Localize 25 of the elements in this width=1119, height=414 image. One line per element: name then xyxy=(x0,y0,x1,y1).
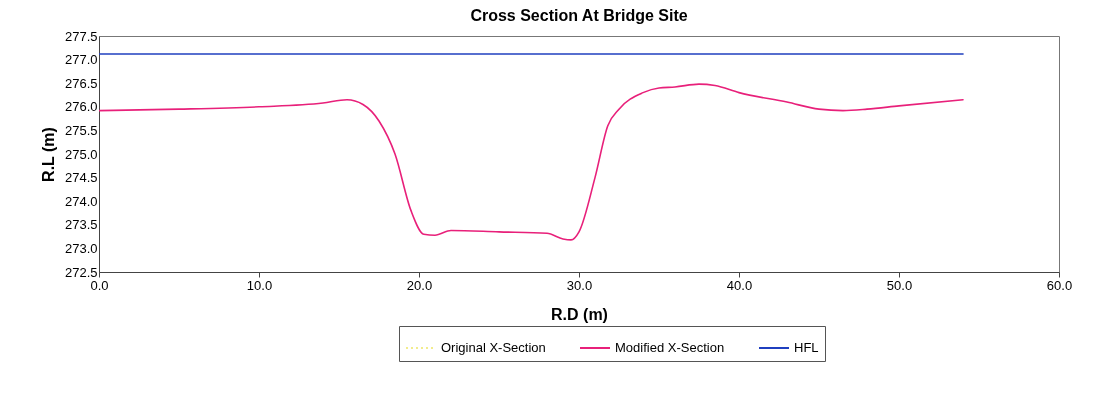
y-tick-label: 277.0 xyxy=(64,52,98,68)
y-tick-label: 275.5 xyxy=(64,122,98,138)
x-tick-label: 30.0 xyxy=(566,277,593,293)
y-tick-label: 272.5 xyxy=(64,264,98,280)
legend-label: HFL xyxy=(794,340,819,355)
y-tick-label: 274.5 xyxy=(64,170,98,186)
y-axis-title: R.L (m) xyxy=(39,127,57,182)
line-series xyxy=(99,83,964,241)
x-axis-title: R.D (m) xyxy=(551,305,608,323)
x-tick-label: 50.0 xyxy=(886,277,913,293)
x-tick-label: 10.0 xyxy=(246,277,273,293)
chart-title: Cross Section At Bridge Site xyxy=(470,7,688,24)
x-tick-label: 0.0 xyxy=(90,277,109,293)
y-tick-label: 273.5 xyxy=(64,217,98,233)
y-tick-label: 274.0 xyxy=(64,193,98,209)
legend-label: Original X-Section xyxy=(441,340,546,355)
y-tick-label: 277.5 xyxy=(64,28,98,44)
x-tick-label: 60.0 xyxy=(1046,277,1073,293)
y-tick-label: 276.0 xyxy=(64,99,98,115)
x-tick-label: 40.0 xyxy=(726,277,753,293)
legend-label: Modified X-Section xyxy=(615,340,725,355)
y-tick-label: 275.0 xyxy=(64,146,98,162)
x-tick-label: 20.0 xyxy=(406,277,433,293)
y-tick-label: 276.5 xyxy=(64,75,98,91)
y-tick-label: 273.0 xyxy=(64,240,98,256)
